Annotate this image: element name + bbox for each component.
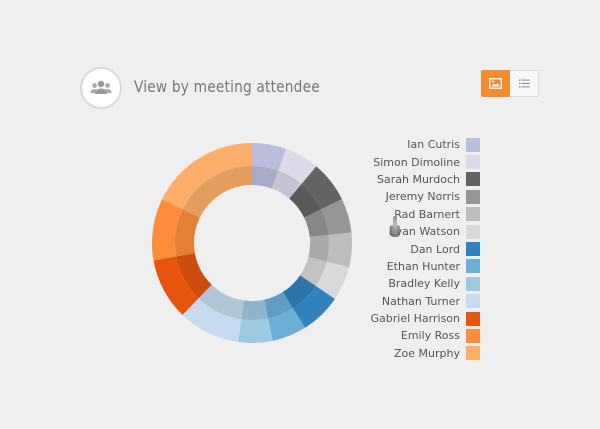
legend-item[interactable]: Dan Lord xyxy=(340,240,480,257)
donut-outer-segment[interactable] xyxy=(162,143,252,210)
page-title: View by meeting attendee xyxy=(134,77,320,96)
legend-label: Sarah Murdoch xyxy=(377,172,460,186)
list-icon xyxy=(518,79,530,88)
legend-item[interactable]: Zoe Murphy xyxy=(340,345,480,362)
donut-inner-segment[interactable] xyxy=(252,166,279,189)
legend-swatch xyxy=(466,224,480,239)
donut-inner-segment[interactable] xyxy=(241,299,269,320)
donut-outer-segment[interactable] xyxy=(268,308,305,341)
legend-item[interactable]: Nathan Turner xyxy=(340,293,480,310)
legend-item[interactable]: Rad Barnert xyxy=(340,206,480,223)
legend-swatch xyxy=(466,172,480,187)
legend-swatch xyxy=(466,328,480,343)
legend-item[interactable]: Gabriel Harrison xyxy=(340,310,480,327)
legend-item[interactable]: Sarah Murdoch xyxy=(340,171,480,188)
legend-label: Dan Lord xyxy=(410,242,460,256)
legend-swatch xyxy=(466,276,480,291)
legend-swatch xyxy=(466,259,480,274)
donut-outer-segment[interactable] xyxy=(182,298,242,343)
donut-inner-segment[interactable] xyxy=(198,284,244,320)
legend-swatch xyxy=(466,207,480,222)
list-view-button[interactable] xyxy=(510,70,539,97)
legend-swatch xyxy=(466,346,480,361)
donut-inner-segment[interactable] xyxy=(264,292,293,319)
donut-outer-segment[interactable] xyxy=(153,256,199,315)
donut-inner-segment[interactable] xyxy=(282,275,316,309)
donut-inner-segment[interactable] xyxy=(308,234,329,262)
legend-label: Bradley Kelly xyxy=(388,277,460,291)
hand-cursor-icon xyxy=(388,216,402,243)
donut-inner-segment[interactable] xyxy=(176,253,212,299)
donut-inner-segment[interactable] xyxy=(300,257,327,287)
attendee-donut-chart xyxy=(152,143,352,343)
legend-item[interactable]: Ian Cutris xyxy=(340,136,480,153)
donut-inner-segment[interactable] xyxy=(304,209,329,237)
donut-outer-segment[interactable] xyxy=(252,143,287,171)
people-group-icon xyxy=(80,67,122,109)
legend-swatch xyxy=(466,155,480,170)
legend-label: Ethan Hunter xyxy=(386,259,460,273)
donut-outer-segment[interactable] xyxy=(315,261,350,299)
legend-item[interactable]: Jeremy Norris xyxy=(340,188,480,205)
legend-item[interactable]: Evan Watson xyxy=(340,223,480,240)
legend-swatch xyxy=(466,242,480,257)
legend-item[interactable]: Emily Ross xyxy=(340,327,480,344)
legend-label: Zoe Murphy xyxy=(394,346,460,360)
donut-inner-segment[interactable] xyxy=(182,166,252,218)
legend-label: Rad Barnert xyxy=(394,207,460,221)
legend-label: Emily Ross xyxy=(400,329,460,343)
donut-outer-segment[interactable] xyxy=(278,149,317,185)
legend-item[interactable]: Simon Dimoline xyxy=(340,153,480,170)
legend-item[interactable]: Ethan Hunter xyxy=(340,258,480,275)
view-toggle xyxy=(481,70,539,97)
donut-inner-segment[interactable] xyxy=(289,184,322,218)
legend-label: Simon Dimoline xyxy=(373,155,460,169)
donut-outer-segment[interactable] xyxy=(301,166,342,210)
donut-outer-segment[interactable] xyxy=(238,318,273,343)
image-chart-icon xyxy=(489,78,502,89)
legend-label: Jeremy Norris xyxy=(385,190,460,204)
legend-label: Gabriel Harrison xyxy=(370,312,461,326)
donut-outer-segment[interactable] xyxy=(321,199,352,235)
donut-inner-segment[interactable] xyxy=(175,209,200,257)
legend-label: Nathan Turner xyxy=(381,294,460,308)
legend-label: Evan Watson xyxy=(388,225,460,239)
legend-swatch xyxy=(466,137,480,152)
donut-outer-segment[interactable] xyxy=(326,232,352,268)
donut-outer-segment[interactable] xyxy=(292,286,335,328)
legend-item[interactable]: Bradley Kelly xyxy=(340,275,480,292)
chart-legend: Ian Cutris Simon Dimoline Sarah Murdoch Jer… xyxy=(340,136,480,362)
donut-outer-segment[interactable] xyxy=(152,199,183,261)
donut-inner-segment[interactable] xyxy=(271,170,302,199)
chart-view-button[interactable] xyxy=(481,70,510,97)
legend-swatch xyxy=(466,294,480,309)
legend-swatch xyxy=(466,189,480,204)
legend-label: Ian Cutris xyxy=(407,138,460,152)
legend-swatch xyxy=(466,311,480,326)
